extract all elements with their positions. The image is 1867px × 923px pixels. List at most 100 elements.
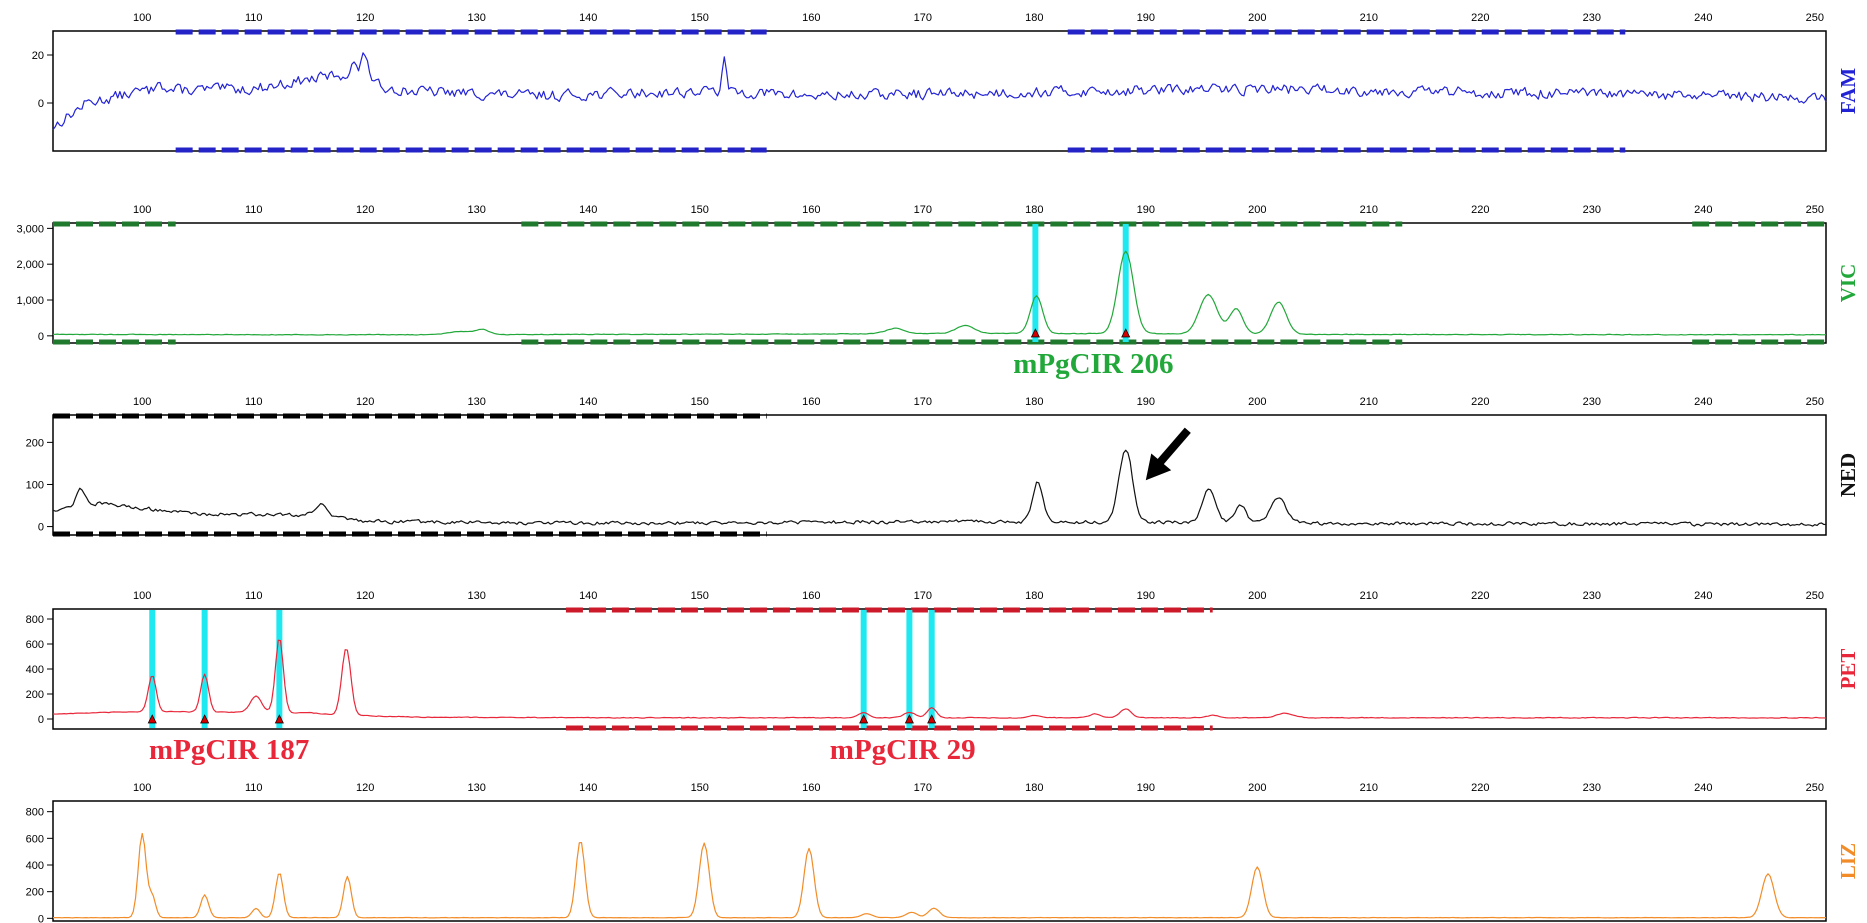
- dye-label: VIC: [1836, 264, 1860, 303]
- x-tick-label: 240: [1694, 204, 1712, 216]
- y-tick-label: 1,000: [16, 295, 44, 307]
- x-tick-label: 240: [1694, 12, 1712, 24]
- y-tick-label: 200: [26, 887, 44, 899]
- x-tick-label: 130: [468, 590, 486, 602]
- x-tick-label: 190: [1137, 396, 1155, 408]
- x-tick-label: 200: [1248, 590, 1266, 602]
- y-tick-label: 100: [26, 479, 44, 491]
- panel-ned: 100 110 120 130 140 150 160 170 180 190 200 210 220 2…: [26, 396, 1860, 537]
- x-tick-label: 130: [468, 204, 486, 216]
- x-tick-label: 180: [1025, 396, 1043, 408]
- x-tick-label: 240: [1694, 396, 1712, 408]
- trace-liz: [52, 832, 1827, 919]
- x-tick-label: 150: [691, 590, 709, 602]
- allele-marker: [1030, 328, 1040, 338]
- x-tick-label: 240: [1694, 782, 1712, 794]
- trace-fam: [52, 52, 1827, 130]
- x-tick-label: 230: [1583, 590, 1601, 602]
- locus-label: mPgCIR 29: [830, 734, 976, 766]
- x-tick-label: 170: [914, 12, 932, 24]
- panel-pet: 100 110 120 130 140 150 160 170 180 190 200 210 220 2…: [26, 590, 1860, 766]
- x-tick-label: 120: [356, 12, 374, 24]
- x-tick-label: 140: [579, 590, 597, 602]
- allele-marker: [200, 714, 210, 724]
- y-tick-label: 200: [26, 689, 44, 701]
- x-tick-label: 160: [802, 782, 820, 794]
- y-tick-label: 20: [32, 50, 44, 62]
- y-tick-label: 0: [38, 913, 44, 923]
- x-tick-label: 200: [1248, 396, 1266, 408]
- y-tick-label: 600: [26, 833, 44, 845]
- x-tick-label: 250: [1806, 204, 1824, 216]
- x-tick-label: 100: [133, 590, 151, 602]
- x-tick-label: 120: [356, 204, 374, 216]
- x-tick-label: 220: [1471, 12, 1489, 24]
- x-tick-label: 110: [245, 396, 263, 408]
- x-tick-label: 160: [802, 590, 820, 602]
- y-tick-label: 400: [26, 664, 44, 676]
- trace-pet: [52, 639, 1827, 719]
- allele-cursor: [928, 610, 935, 728]
- dye-label: PET: [1836, 649, 1860, 690]
- x-tick-label: 200: [1248, 782, 1266, 794]
- allele-cursor: [276, 610, 283, 728]
- locus-label: mPgCIR 206: [1013, 348, 1173, 380]
- x-tick-label: 190: [1137, 204, 1155, 216]
- x-tick-label: 210: [1360, 12, 1378, 24]
- allele-marker: [147, 714, 157, 724]
- x-tick-label: 140: [579, 12, 597, 24]
- x-tick-label: 130: [468, 396, 486, 408]
- y-tick-label: 0: [38, 714, 44, 726]
- x-tick-label: 140: [579, 782, 597, 794]
- x-tick-label: 150: [691, 204, 709, 216]
- y-tick-label: 400: [26, 860, 44, 872]
- x-tick-label: 160: [802, 396, 820, 408]
- x-tick-label: 230: [1583, 782, 1601, 794]
- x-tick-label: 150: [691, 396, 709, 408]
- x-tick-label: 100: [133, 12, 151, 24]
- x-tick-label: 220: [1471, 204, 1489, 216]
- x-tick-label: 180: [1025, 204, 1043, 216]
- plot-frame: [52, 608, 1827, 730]
- x-tick-label: 210: [1360, 204, 1378, 216]
- x-tick-label: 170: [914, 396, 932, 408]
- x-tick-label: 180: [1025, 782, 1043, 794]
- x-tick-label: 160: [802, 204, 820, 216]
- allele-cursor: [201, 610, 208, 728]
- y-tick-label: 0: [38, 522, 44, 534]
- x-tick-label: 220: [1471, 396, 1489, 408]
- allele-cursor: [1032, 224, 1039, 342]
- y-tick-label: 2,000: [16, 259, 44, 271]
- x-tick-label: 190: [1137, 12, 1155, 24]
- allele-cursor: [1122, 224, 1129, 342]
- y-tick-label: 800: [26, 807, 44, 819]
- x-tick-label: 110: [245, 12, 263, 24]
- y-tick-label: 800: [26, 614, 44, 626]
- x-tick-label: 120: [356, 782, 374, 794]
- panel-liz: 100 110 120 130 140 150 160 170 180 190 200 210 220 2…: [26, 782, 1860, 923]
- allele-cursor: [149, 610, 156, 728]
- allele-marker: [274, 714, 284, 724]
- allele-marker: [927, 714, 937, 724]
- x-tick-label: 190: [1137, 590, 1155, 602]
- x-tick-label: 150: [691, 782, 709, 794]
- y-tick-label: 0: [38, 98, 44, 110]
- x-tick-label: 130: [468, 12, 486, 24]
- y-tick-label: 200: [26, 437, 44, 449]
- x-tick-label: 130: [468, 782, 486, 794]
- x-tick-label: 250: [1806, 782, 1824, 794]
- x-tick-label: 170: [914, 590, 932, 602]
- x-tick-label: 180: [1025, 12, 1043, 24]
- allele-cursor: [860, 610, 867, 728]
- x-tick-label: 150: [691, 12, 709, 24]
- x-tick-label: 120: [356, 396, 374, 408]
- x-tick-label: 200: [1248, 204, 1266, 216]
- x-tick-label: 170: [914, 204, 932, 216]
- trace-vic: [52, 250, 1827, 336]
- x-tick-label: 140: [579, 204, 597, 216]
- locus-label: mPgCIR 187: [149, 734, 309, 766]
- x-tick-label: 200: [1248, 12, 1266, 24]
- arrow-shaft: [1152, 427, 1191, 470]
- plot-frame: [52, 414, 1827, 536]
- y-tick-label: 0: [38, 331, 44, 343]
